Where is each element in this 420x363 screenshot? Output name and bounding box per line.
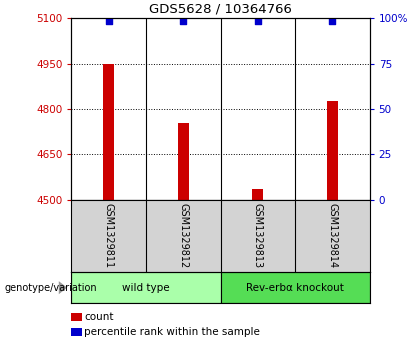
Bar	[103, 64, 114, 200]
Bar	[71, 272, 220, 303]
Bar	[220, 272, 370, 303]
Text: count: count	[84, 311, 113, 322]
Point	[255, 18, 261, 24]
Text: percentile rank within the sample: percentile rank within the sample	[84, 327, 260, 337]
Text: genotype/variation: genotype/variation	[4, 283, 97, 293]
Bar	[178, 123, 189, 200]
Bar	[252, 189, 263, 200]
Point	[105, 18, 112, 24]
Text: GSM1329814: GSM1329814	[327, 203, 337, 269]
Text: Rev-erbα knockout: Rev-erbα knockout	[246, 283, 344, 293]
Title: GDS5628 / 10364766: GDS5628 / 10364766	[149, 3, 292, 16]
Text: GSM1329813: GSM1329813	[253, 203, 263, 269]
Text: GSM1329812: GSM1329812	[178, 203, 188, 269]
Point	[180, 18, 186, 24]
Text: GSM1329811: GSM1329811	[104, 203, 114, 269]
Point	[329, 18, 336, 24]
Text: wild type: wild type	[122, 283, 170, 293]
Bar	[327, 101, 338, 200]
